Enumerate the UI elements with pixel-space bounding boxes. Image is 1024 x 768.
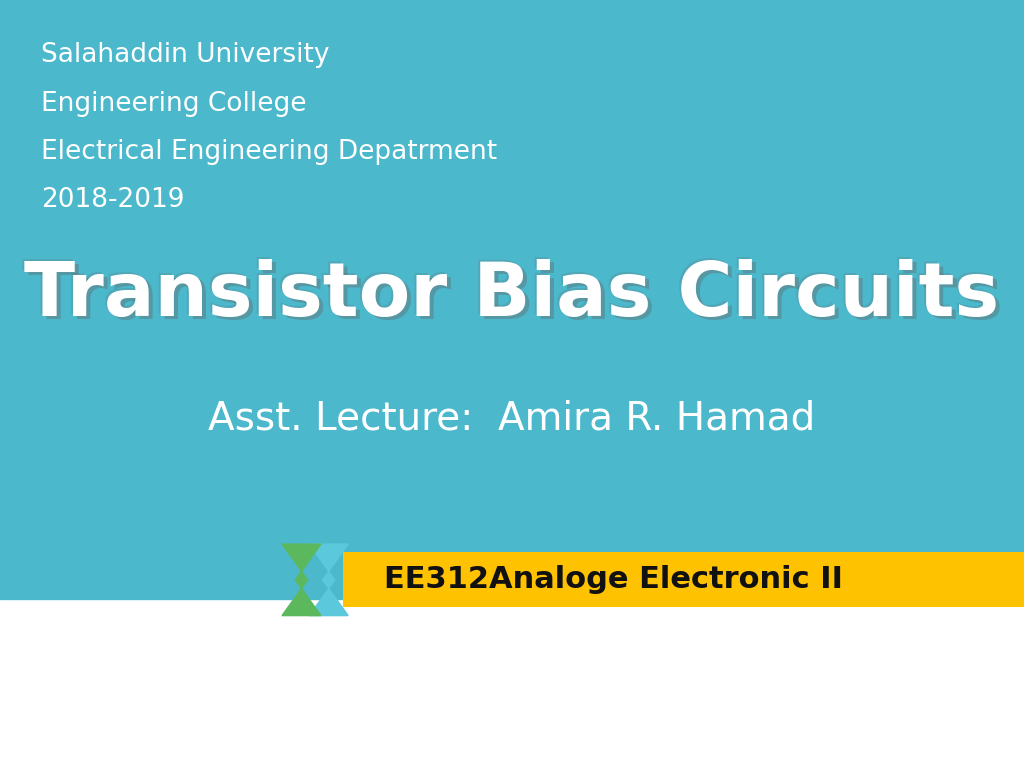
Polygon shape <box>282 544 321 616</box>
Text: 2018-2019: 2018-2019 <box>41 187 184 214</box>
Text: Salahaddin University: Salahaddin University <box>41 42 330 68</box>
Polygon shape <box>309 544 348 616</box>
Bar <box>343 552 1024 607</box>
Text: Asst. Lecture:  Amira R. Hamad: Asst. Lecture: Amira R. Hamad <box>208 399 816 438</box>
Text: Transistor Bias Circuits: Transistor Bias Circuits <box>28 262 1002 336</box>
Text: Transistor Bias Circuits: Transistor Bias Circuits <box>23 257 997 330</box>
Text: EE312Analoge Electronic II: EE312Analoge Electronic II <box>384 565 843 594</box>
Bar <box>0 0 1024 599</box>
Text: Engineering College: Engineering College <box>41 91 306 117</box>
Text: Electrical Engineering Depatrment: Electrical Engineering Depatrment <box>41 139 497 165</box>
Text: Transistor Bias Circuits: Transistor Bias Circuits <box>25 259 999 333</box>
